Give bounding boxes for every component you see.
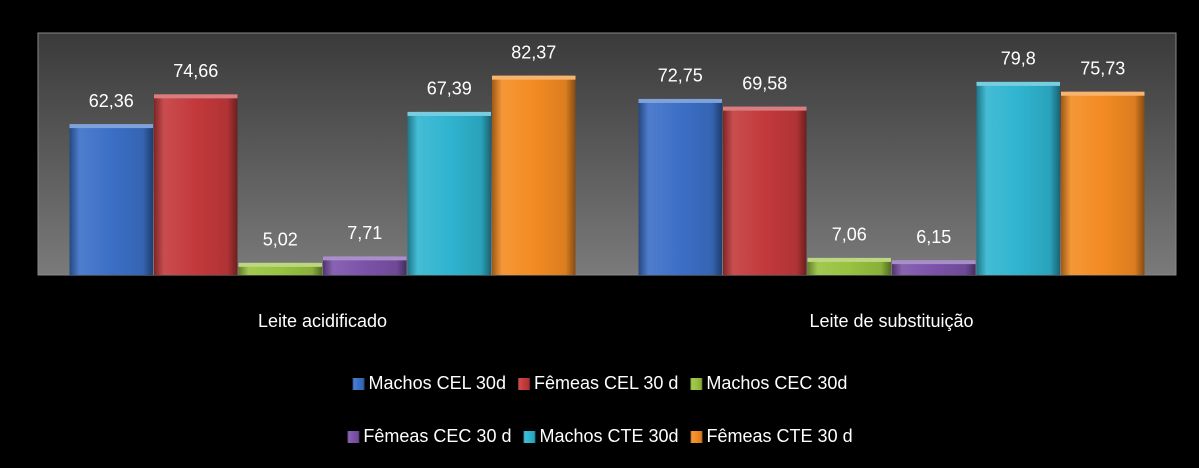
legend-swatch <box>523 431 536 443</box>
data-label: 5,02 <box>263 230 298 250</box>
bar-top <box>1061 91 1145 96</box>
data-label: 79,8 <box>1001 49 1036 69</box>
bar-top <box>323 256 407 261</box>
legend-label: Fêmeas CEC 30 d <box>363 426 511 446</box>
x-tick-label: Leite de substituição <box>809 311 973 331</box>
legend-label: Machos CEC 30d <box>706 373 847 393</box>
bar-top <box>238 262 322 267</box>
bar <box>1061 91 1145 275</box>
bar <box>976 81 1060 275</box>
data-label: 72,75 <box>658 66 703 86</box>
legend-swatch <box>690 378 703 390</box>
bar <box>638 98 722 275</box>
legend-label: Machos CEL 30d <box>369 373 506 393</box>
data-label: 69,58 <box>742 73 787 93</box>
bar <box>407 111 491 275</box>
data-label: 62,36 <box>89 91 134 111</box>
bar <box>807 257 891 275</box>
data-label: 82,37 <box>511 42 556 62</box>
legend-swatch <box>347 431 360 443</box>
bar-top <box>807 257 891 262</box>
bar-top <box>976 81 1060 86</box>
legend-label: Fêmeas CEL 30 d <box>534 373 678 393</box>
bar <box>323 256 407 275</box>
data-label: 7,06 <box>832 225 867 245</box>
bar-top <box>638 98 722 103</box>
x-tick-label: Leite acidificado <box>258 311 387 331</box>
bar-top <box>723 106 807 111</box>
legend-label: Fêmeas CTE 30 d <box>707 426 853 446</box>
legend-swatch <box>517 378 530 390</box>
bar <box>492 75 576 275</box>
data-label: 6,15 <box>916 227 951 247</box>
legend-swatch <box>352 378 365 390</box>
bar <box>69 124 153 275</box>
bar-top <box>154 94 238 99</box>
data-label: 7,71 <box>347 223 382 243</box>
legend-label: Machos CTE 30d <box>539 426 678 446</box>
bar-top <box>407 111 491 116</box>
data-label: 74,66 <box>173 61 218 81</box>
bar-top <box>492 75 576 80</box>
legend-row: Machos CEL 30d Fêmeas CEL 30 d Machos CEC … <box>352 373 847 393</box>
legend-row: Fêmeas CEC 30 d Machos CTE 30d Fêmeas CTE … <box>347 426 853 446</box>
legend-swatch <box>690 431 703 443</box>
data-label: 67,39 <box>427 79 472 99</box>
bar-top <box>892 260 976 265</box>
bar <box>723 106 807 276</box>
bar-top <box>69 124 153 129</box>
bar <box>154 94 238 275</box>
data-label: 75,73 <box>1080 58 1125 78</box>
